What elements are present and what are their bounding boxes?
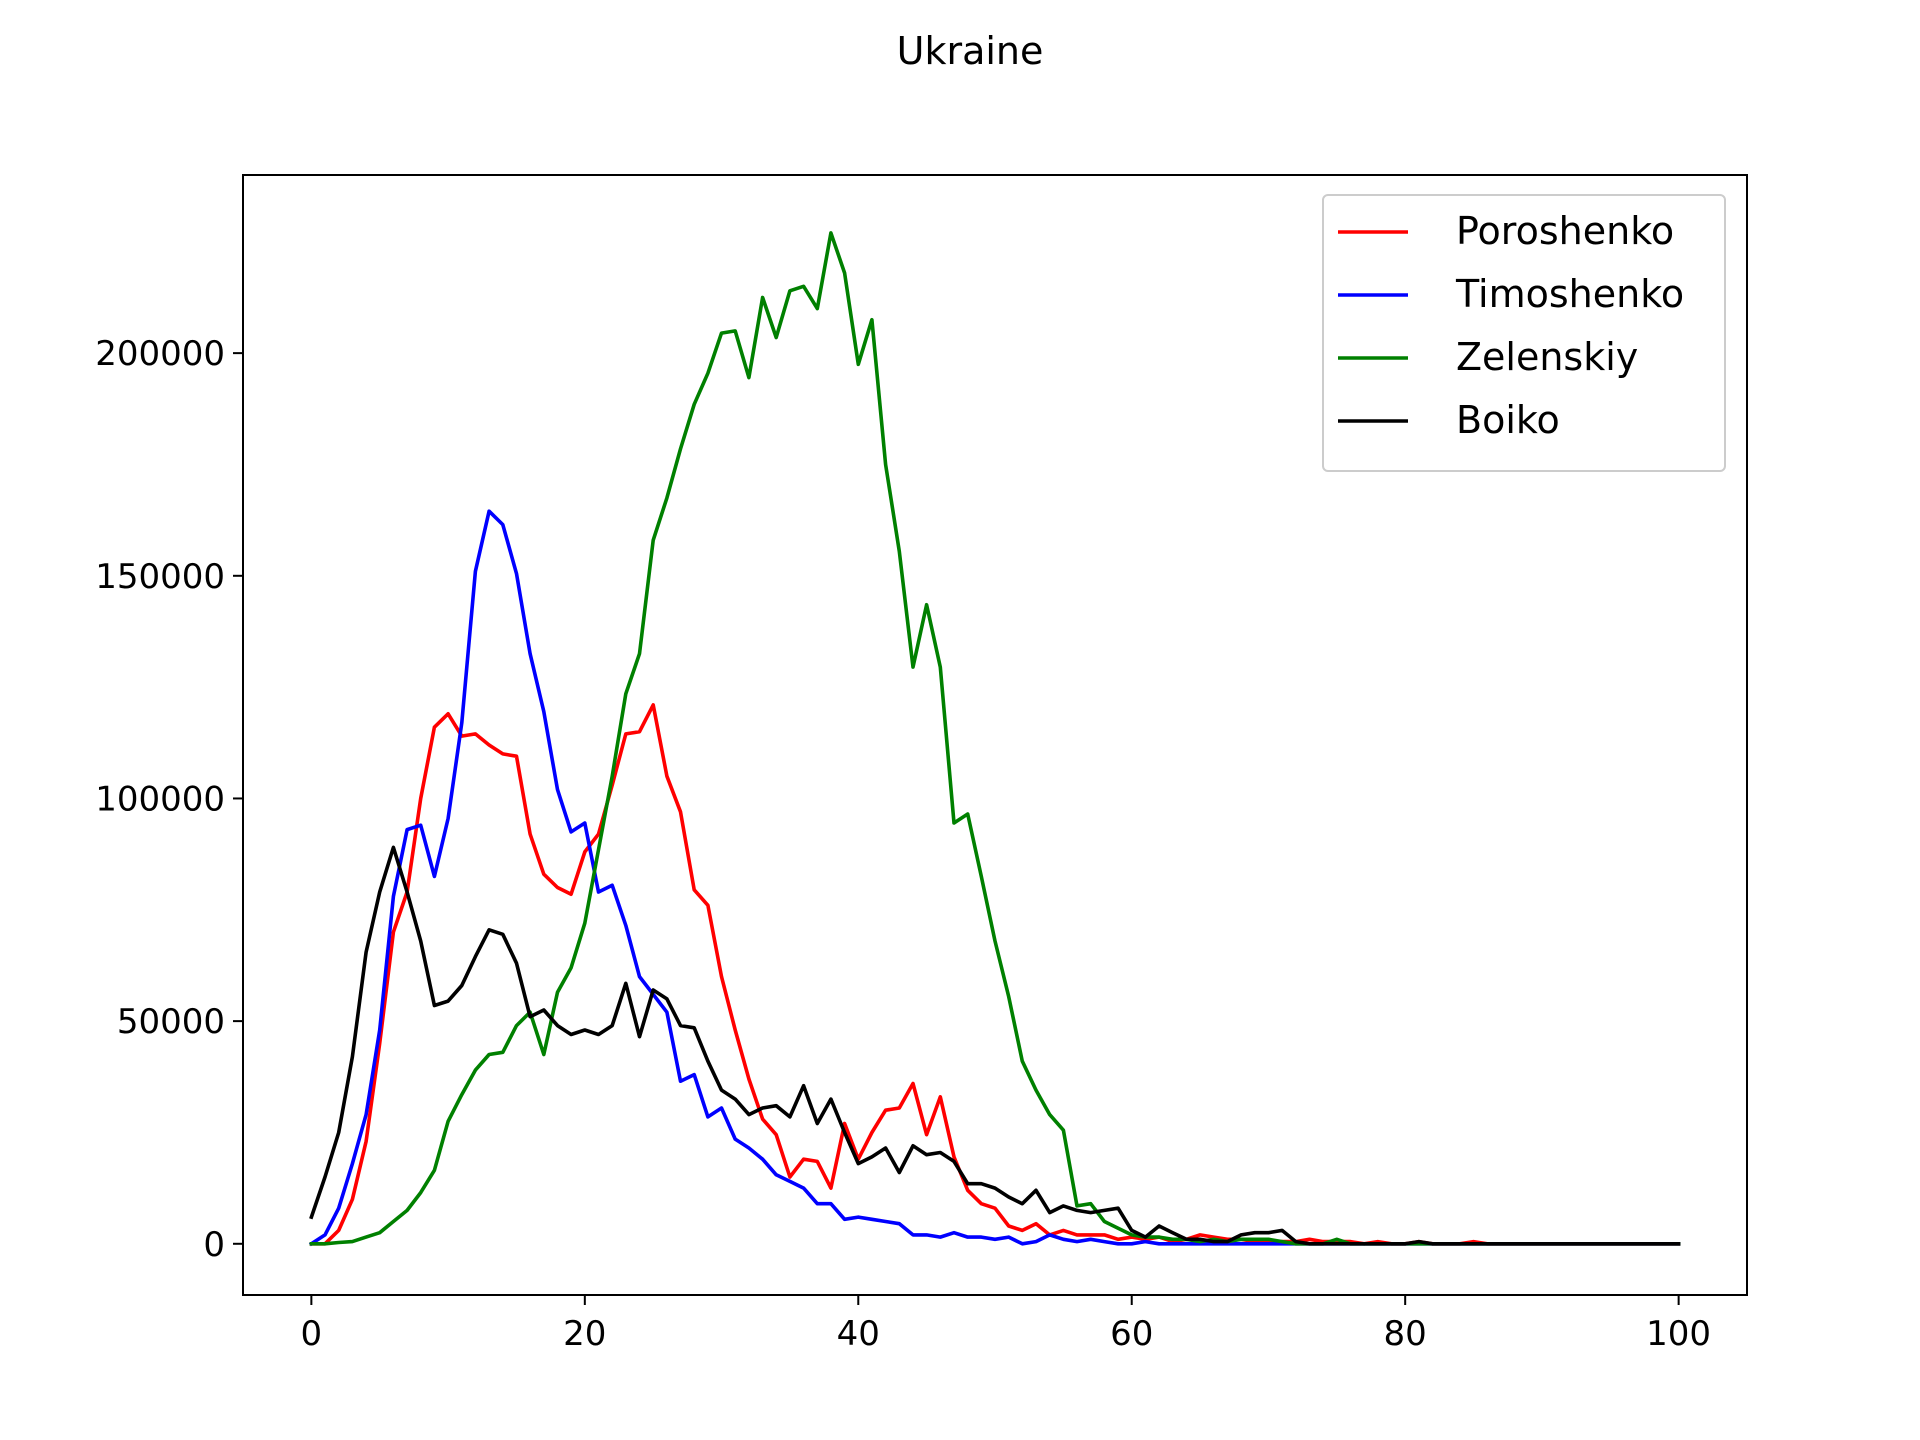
y-tick-label: 150000 [95,557,225,597]
legend-label: Boiko [1456,398,1560,442]
legend-label: Poroshenko [1456,209,1674,253]
series-line-boiko [309,845,1681,1246]
x-tick-label: 20 [563,1314,606,1354]
x-tick-label: 40 [837,1314,880,1354]
legend-box [1322,194,1726,472]
y-tick-label: 200000 [95,334,225,374]
y-tick-label: 100000 [95,779,225,819]
legend: Poroshenko Timoshenko Zelenskiy Boiko [1322,194,1726,472]
series-line-poroshenko [309,703,1681,1246]
axes: 0 20 40 60 80 100 0 50000 100000 150000 200000 [95,174,1748,1354]
y-tick-label: 0 [203,1225,225,1265]
plot-frame [242,174,1748,1296]
y-tick-label: 50000 [117,1002,225,1042]
x-tick-label: 100 [1646,1314,1711,1354]
chart-title: Ukraine [897,29,1044,73]
legend-label: Zelenskiy [1456,335,1638,379]
plot-area [308,231,1681,1247]
x-tick-label: 80 [1384,1314,1427,1354]
x-tick-label: 60 [1110,1314,1153,1354]
series-line-timoshenko [308,509,1681,1247]
x-tick-label: 0 [301,1314,323,1354]
legend-label: Timoshenko [1455,272,1684,316]
